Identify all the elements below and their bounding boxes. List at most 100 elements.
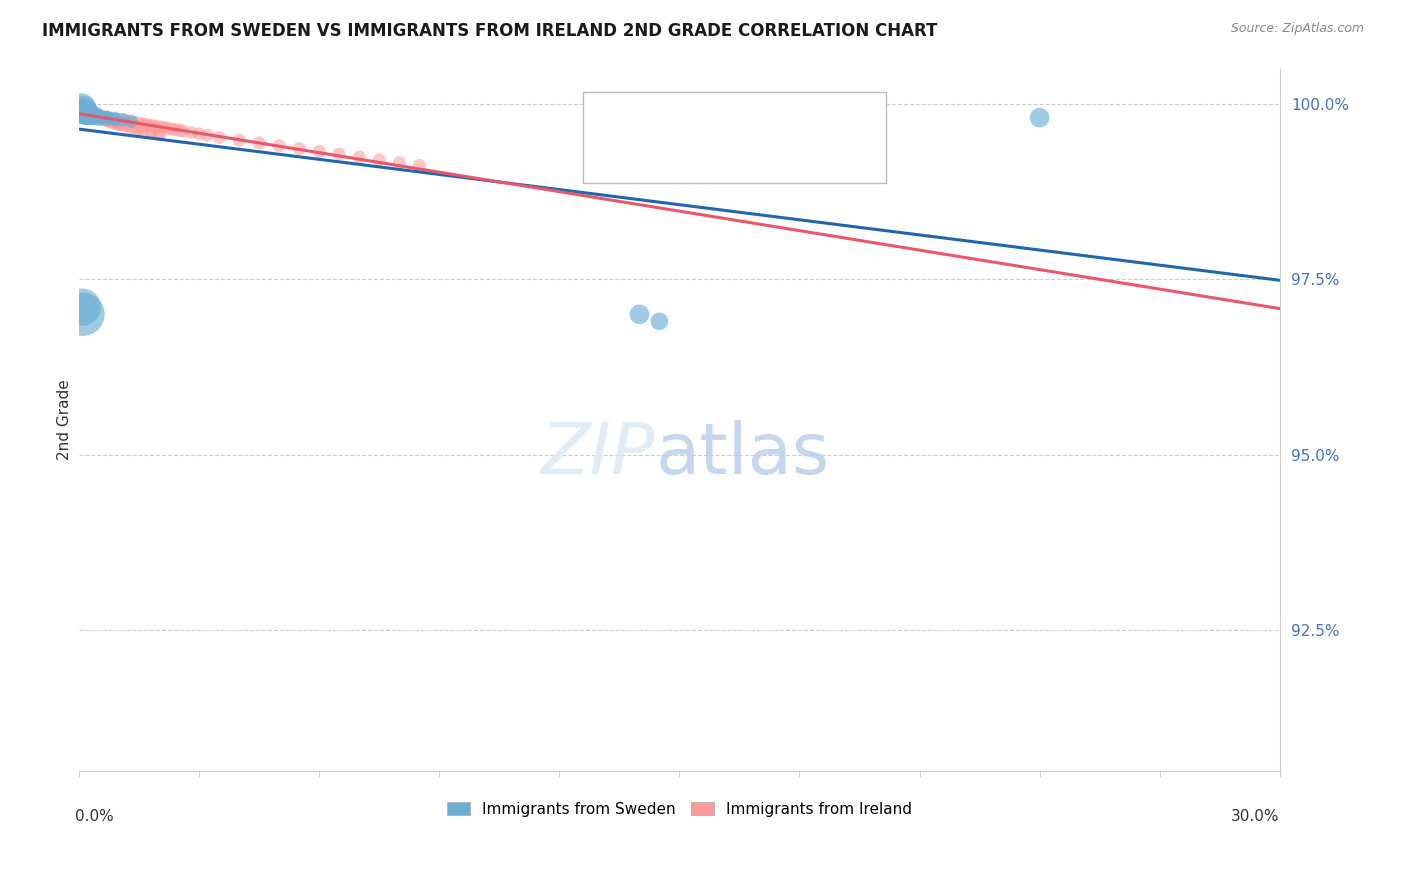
Point (82, 108, 104, 122)
Point (308, 145, 330, 159)
Point (70, 100, 93, 114)
Point (128, 116, 150, 130)
Text: 30.0%: 30.0% (1232, 809, 1279, 824)
Point (120, 114, 142, 128)
Point (104, 112, 127, 126)
Point (228, 133, 250, 147)
Text: Source: ZipAtlas.com: Source: ZipAtlas.com (1230, 22, 1364, 36)
Point (195, 128, 218, 143)
Point (84, 109, 107, 123)
Point (124, 121, 146, 136)
Point (143, 119, 166, 133)
Point (72, 300, 94, 314)
Point (75, 102, 97, 116)
Point (100, 112, 122, 126)
Point (77, 106, 100, 120)
Point (84, 109, 107, 123)
Point (72, 102, 94, 116)
Point (388, 155, 411, 169)
Point (408, 158, 430, 172)
Point (73, 102, 96, 116)
Text: R = 0.339   N = 33: R = 0.339 N = 33 (633, 114, 778, 128)
Y-axis label: 2nd Grade: 2nd Grade (58, 379, 72, 460)
Point (156, 121, 179, 136)
Point (76, 105, 98, 120)
Point (100, 114, 122, 128)
Point (84, 108, 107, 122)
Point (132, 123, 155, 137)
Point (288, 142, 311, 156)
Point (80, 106, 103, 120)
Point (77, 107, 100, 121)
Point (80, 107, 103, 121)
Point (112, 119, 135, 133)
Point (124, 115, 146, 129)
Point (120, 120, 142, 135)
Point (86, 109, 108, 123)
Point (167, 123, 190, 137)
Point (188, 127, 211, 141)
Point (72, 103, 94, 118)
Point (84, 109, 107, 123)
Text: ZIP: ZIP (541, 420, 655, 489)
Point (70, 102, 93, 116)
Text: ■: ■ (602, 153, 620, 172)
Point (96, 112, 118, 127)
Point (80, 106, 103, 120)
Point (82, 107, 104, 121)
Point (628, 307, 651, 321)
Text: R = 0.414   N = 81: R = 0.414 N = 81 (633, 155, 778, 169)
Point (160, 122, 183, 136)
Point (77, 105, 100, 120)
Point (77, 105, 100, 120)
Point (349, 150, 371, 164)
Point (104, 112, 127, 126)
Point (75, 103, 97, 118)
Point (141, 125, 163, 139)
Point (96, 111, 118, 125)
Point (72, 101, 94, 115)
Point (77, 103, 100, 117)
Point (89, 111, 111, 125)
Point (84, 109, 107, 123)
Point (91, 111, 114, 125)
Point (104, 112, 127, 126)
Point (108, 118, 131, 132)
Point (75, 103, 97, 117)
Point (180, 125, 202, 139)
Point (108, 112, 131, 127)
Legend: Immigrants from Sweden, Immigrants from Ireland: Immigrants from Sweden, Immigrants from … (440, 796, 918, 822)
Point (75, 105, 97, 120)
Point (108, 117, 131, 131)
Point (76, 104, 98, 119)
Text: ■: ■ (602, 112, 620, 131)
Point (141, 125, 163, 139)
Point (76, 106, 98, 120)
Point (152, 120, 174, 135)
Point (115, 114, 138, 128)
Point (75, 107, 97, 121)
Point (76, 105, 98, 120)
Point (91, 112, 114, 126)
Point (89, 109, 111, 123)
Point (72, 102, 94, 116)
Point (132, 117, 155, 131)
Point (80, 109, 103, 123)
Point (120, 115, 142, 129)
Text: atlas: atlas (655, 420, 830, 489)
Point (91, 110, 114, 124)
Point (75, 103, 97, 118)
Point (72, 103, 94, 117)
Point (96, 113, 118, 128)
Point (112, 113, 135, 128)
Point (128, 122, 150, 136)
Point (165, 122, 187, 136)
Point (89, 111, 111, 125)
Point (112, 112, 135, 127)
Point (141, 119, 163, 133)
Point (73, 105, 96, 120)
Point (269, 138, 291, 153)
Point (91, 112, 114, 126)
Point (80, 104, 103, 119)
Point (104, 116, 127, 130)
